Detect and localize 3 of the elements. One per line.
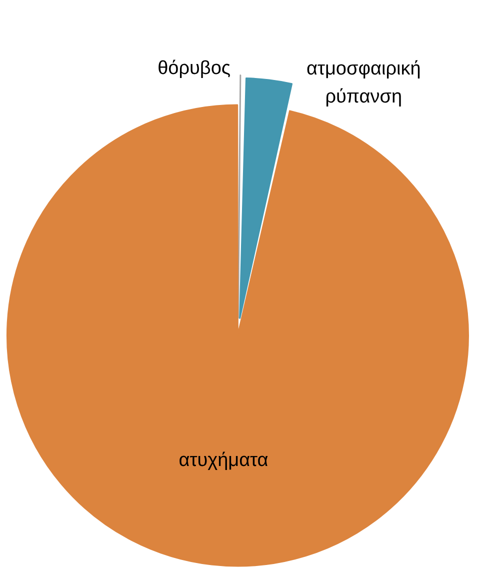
slice-label: ατμοσφαιρική ρύπανση	[306, 58, 421, 108]
slice-label: θόρυβος	[158, 58, 231, 80]
slice-label: ατυχήματα	[178, 450, 268, 471]
